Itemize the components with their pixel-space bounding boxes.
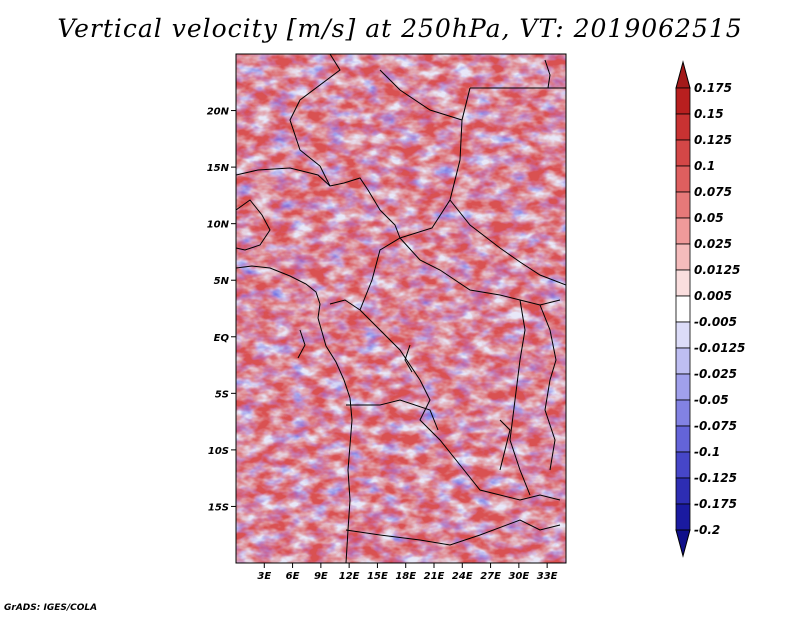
lon-tick-label: 9E (314, 571, 328, 582)
longitude-ticks: 3E 6E 9E 12E 15E 18E 21E 24E 27E 30E 33E (257, 563, 558, 582)
colorbar-swatch (675, 321, 691, 349)
colorbar-label: 0.125 (694, 133, 732, 147)
map-title: Vertical velocity [m/s] at 250hPa, VT: 2… (57, 14, 743, 43)
lat-tick-label: 10S (208, 446, 229, 457)
colorbar-swatch (675, 425, 691, 453)
colorbar-swatch (675, 113, 691, 141)
colorbar-swatch (675, 399, 691, 427)
colorbar-label: -0.025 (694, 367, 737, 381)
latitude-ticks: 20N 15N 10N 5N EQ 5S 10S 15S (207, 107, 236, 513)
lat-tick-label: 5S (215, 389, 229, 400)
colorbar-label: -0.05 (694, 393, 729, 407)
colorbar-swatch (675, 139, 691, 167)
grads-credit: GrADS: IGES/COLA (4, 603, 98, 613)
colorbar-min-extension (675, 529, 691, 558)
colorbar-label: 0.0125 (694, 263, 740, 277)
colorbar-label: -0.175 (694, 497, 737, 511)
lon-tick-label: 24E (452, 571, 473, 582)
colorbar-swatch (675, 165, 691, 193)
colorbar: 0.175 0.15 0.125 0.1 0.075 0.05 0.025 0.0125 0.0… (675, 60, 745, 558)
lon-tick-label: 27E (480, 571, 501, 582)
lon-tick-label: 21E (424, 571, 445, 582)
colorbar-label: 0.1 (694, 159, 715, 173)
colorbar-swatch (675, 217, 691, 245)
colorbar-label: -0.2 (694, 523, 720, 537)
colorbar-max-extension (675, 60, 691, 89)
lat-tick-label: 15N (207, 163, 230, 174)
colorbar-label: 0.05 (694, 211, 724, 225)
lat-tick-label: 10N (207, 220, 230, 231)
colorbar-swatch (675, 295, 691, 323)
colorbar-swatch (675, 451, 691, 479)
vertical-velocity-field (236, 54, 566, 563)
lon-tick-label: 15E (367, 571, 388, 582)
lat-tick-label: 15S (208, 502, 229, 513)
plot-frame (235, 53, 567, 564)
colorbar-label: 0.075 (694, 185, 732, 199)
lon-tick-label: 12E (339, 571, 360, 582)
lon-tick-label: 6E (286, 571, 300, 582)
lat-tick-label: 5N (214, 276, 230, 287)
colorbar-label: -0.125 (694, 471, 737, 485)
colorbar-swatch (675, 191, 691, 219)
lon-tick-label: 30E (508, 571, 529, 582)
colorbar-swatch (675, 269, 691, 297)
colorbar-label: 0.15 (694, 107, 724, 121)
colorbar-swatch (675, 87, 691, 115)
colorbar-label: 0.175 (694, 81, 732, 95)
lon-tick-label: 3E (257, 571, 271, 582)
country-borders (236, 54, 566, 563)
colorbar-label: -0.1 (694, 445, 720, 459)
colorbar-swatch (675, 347, 691, 375)
lon-tick-label: 33E (537, 571, 558, 582)
colorbar-label: -0.005 (694, 315, 737, 329)
colorbar-swatch (675, 373, 691, 401)
colorbar-swatch (675, 503, 691, 531)
colorbar-label: 0.025 (694, 237, 732, 251)
colorbar-label: -0.0125 (694, 341, 745, 355)
lat-tick-label: 20N (207, 107, 230, 118)
lat-tick-label: EQ (214, 333, 230, 344)
colorbar-swatch (675, 243, 691, 271)
colorbar-label: 0.005 (694, 289, 732, 303)
colorbar-swatch (675, 477, 691, 505)
colorbar-label: -0.075 (694, 419, 737, 433)
lon-tick-label: 18E (395, 571, 416, 582)
